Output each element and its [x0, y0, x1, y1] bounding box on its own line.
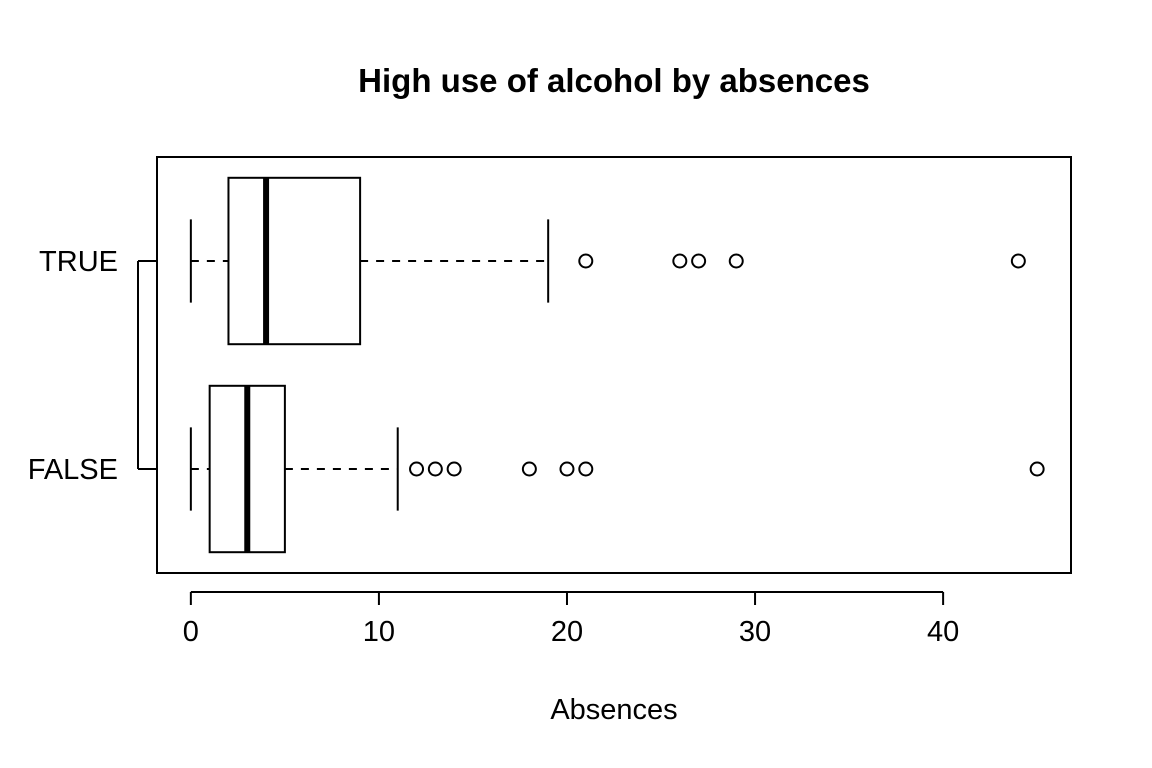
- outlier-point: [446, 461, 462, 477]
- outlier-point: [672, 253, 688, 269]
- outlier-point: [427, 461, 443, 477]
- outlier-point: [691, 253, 707, 269]
- outlier-point: [1029, 461, 1045, 477]
- x-tick-label: 40: [927, 616, 959, 648]
- plot-frame: [156, 156, 1072, 574]
- outlier-point: [521, 461, 537, 477]
- y-tick-label: TRUE: [39, 246, 118, 278]
- boxes: [189, 176, 1045, 554]
- outlier-point: [578, 461, 594, 477]
- outlier-point: [1010, 253, 1026, 269]
- x-tick-label: 20: [551, 616, 583, 648]
- x-axis: 0 10 20 30 40: [183, 591, 959, 648]
- box-false: [189, 384, 1045, 554]
- x-axis-label: Absences: [550, 694, 677, 726]
- outlier-point: [728, 253, 744, 269]
- x-tick-label: 30: [739, 616, 771, 648]
- y-tick-label: FALSE: [28, 454, 118, 486]
- chart-title: High use of alcohol by absences: [358, 62, 870, 99]
- outlier-point: [559, 461, 575, 477]
- x-tick-label: 10: [363, 616, 395, 648]
- y-axis: FALSE TRUE: [28, 246, 157, 486]
- outlier-point: [578, 253, 594, 269]
- outlier-point: [409, 461, 425, 477]
- box-iqr: [227, 176, 362, 346]
- box-true: [189, 176, 1026, 346]
- x-tick-label: 0: [183, 616, 199, 648]
